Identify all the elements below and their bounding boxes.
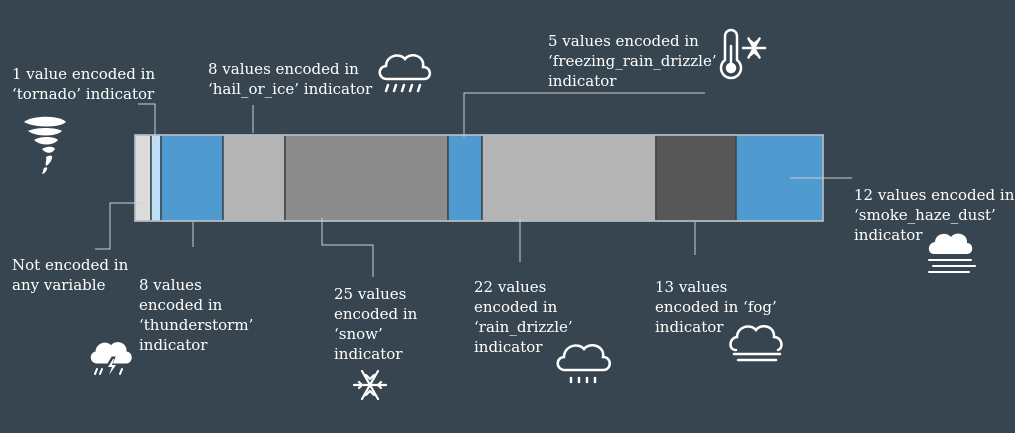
leader-lines [95,92,852,277]
snow-leader-line [321,218,374,277]
freezing-rain-drizzle-leader-line [463,92,705,137]
thunderstorm-label: 8 values encoded in ‘thunderstorm’ indic… [139,276,254,354]
hail-cloud-icon [375,47,435,107]
not-encoded-label: Not encoded in any variable [12,256,129,294]
hail-or-ice-label: 8 values encoded in ‘hail_or_ice’ indica… [208,60,373,98]
snowflake-icon [352,367,388,403]
thunderstorm-cloud-icon [88,337,134,381]
freezing-rain-drizzle-segment [447,134,483,222]
tornado-icon [22,116,68,176]
tornado-segment [150,134,162,222]
thermometer-snowflake-icon [716,28,770,82]
tornado-leader-line [138,103,156,144]
thunderstorm-segment [160,134,224,222]
fog-cloud-icon [728,320,786,372]
snow-segment [284,134,449,222]
rain-drizzle-segment [481,134,657,222]
encoding-bar [134,134,824,222]
rain-cloud-icon [553,336,615,392]
freezing-rain-drizzle-label: 5 values encoded in ‘freezing_rain_drizz… [548,32,717,90]
snow-label: 25 values encoded in ‘snow’ indicator [334,285,418,363]
not-encoded-segment [134,134,152,222]
fog-segment [655,134,737,222]
tornado-label: 1 value encoded in ‘tornado’ indicator [12,65,156,103]
fog-label: 13 values encoded in ‘fog’ indicator [655,278,777,336]
hail-or-ice-segment [222,134,286,222]
rain-drizzle-label: 22 values encoded in ‘rain_drizzle’ indi… [474,278,573,356]
haze-cloud-icon [925,230,977,282]
not-encoded-leader-line [95,202,142,250]
smoke-haze-dust-label: 12 values encoded in ‘smoke_haze_dust’ i… [854,186,1015,244]
